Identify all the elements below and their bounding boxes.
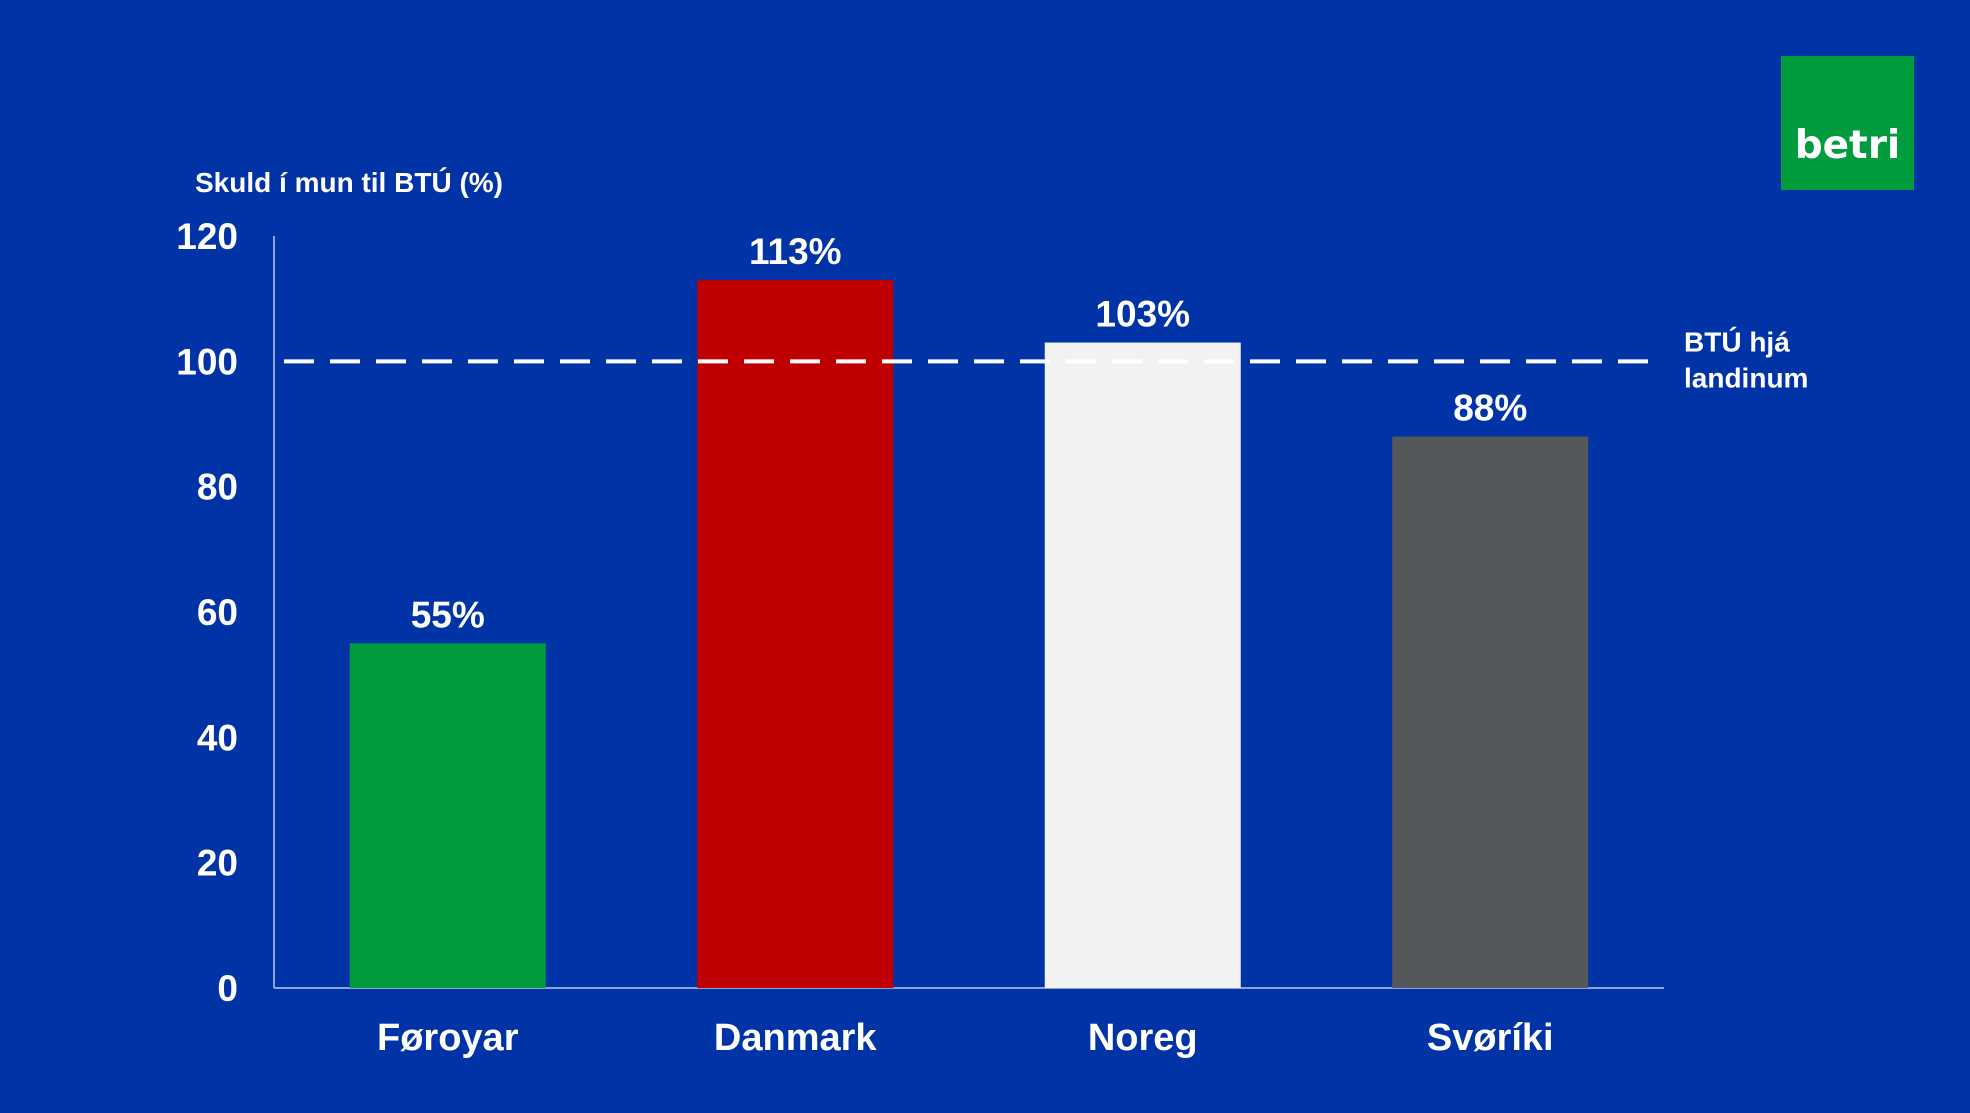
x-axis-labels: Føroyar Danmark Noreg Svøríki <box>377 1017 1554 1059</box>
bar-føroyar <box>349 643 546 988</box>
x-tick-label: Danmark <box>714 1017 877 1059</box>
value-label: 103% <box>1095 294 1190 335</box>
y-tick-label: 0 <box>217 968 238 1009</box>
x-tick-label: Svøríki <box>1427 1017 1554 1059</box>
reference-line-label: BTÚ hjá landinum <box>1684 326 1808 393</box>
x-tick-label: Føroyar <box>377 1017 519 1059</box>
bar-noreg <box>1044 342 1241 988</box>
reference-label-line: landinum <box>1684 362 1808 393</box>
logo-text: betri <box>1794 123 1901 168</box>
value-label: 113% <box>749 231 842 272</box>
y-tick-label: 100 <box>176 341 238 382</box>
value-label: 88% <box>1453 388 1527 429</box>
reference-label-line: BTÚ hjá <box>1684 326 1790 357</box>
value-labels: 55% 113% 103% 88% <box>411 231 1528 635</box>
y-tick-label: 80 <box>197 467 238 508</box>
value-label: 55% <box>411 594 485 635</box>
betri-logo: betri <box>1781 56 1914 190</box>
y-tick-label: 60 <box>197 592 238 633</box>
bars <box>349 279 1589 988</box>
y-axis-label: Skuld í mun til BTÚ (%) <box>195 167 503 198</box>
y-tick-label: 40 <box>197 717 238 758</box>
y-tick-label: 20 <box>197 843 238 884</box>
y-axis-ticks: 0 20 40 60 80 100 120 <box>176 216 238 1009</box>
bar-danmark <box>697 279 894 988</box>
bar-svøríki <box>1392 436 1589 988</box>
y-tick-label: 120 <box>176 216 238 257</box>
x-tick-label: Noreg <box>1088 1017 1198 1059</box>
